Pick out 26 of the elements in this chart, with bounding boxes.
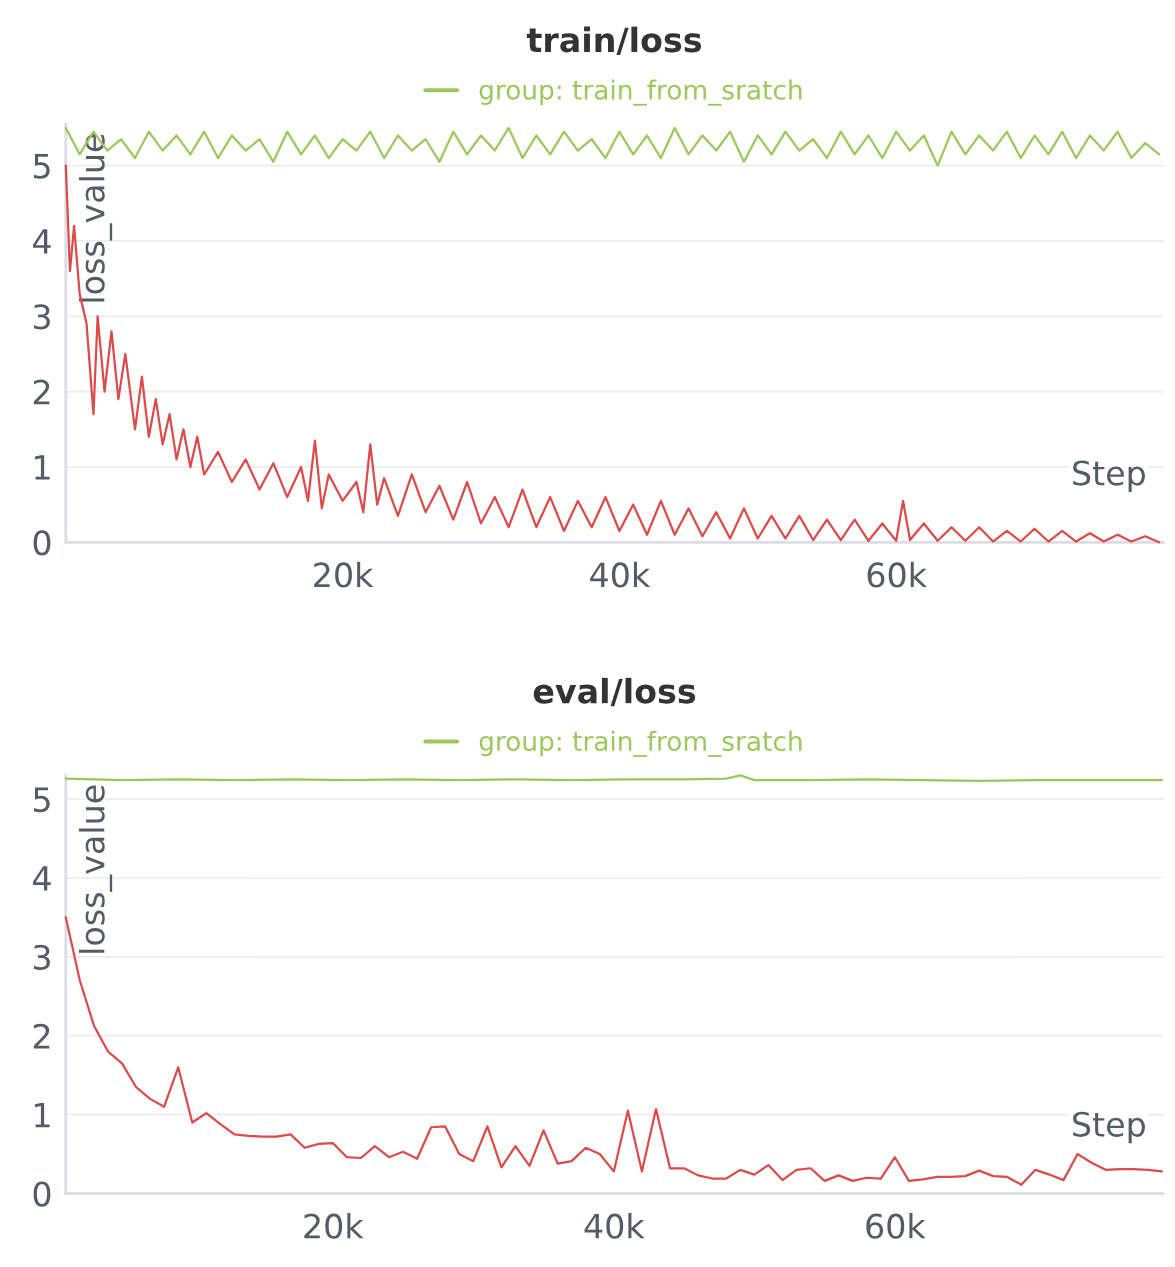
x-tick-label: 60k bbox=[867, 561, 927, 588]
y-tick-label: 3 bbox=[33, 304, 50, 330]
y-axis-title: loss_value bbox=[78, 785, 113, 953]
x-axis-title: Step bbox=[1073, 1111, 1145, 1144]
y-tick-label: 2 bbox=[33, 1023, 50, 1049]
x-tick-label: 40k bbox=[584, 1212, 645, 1239]
legend-label: group: train_from_sratch bbox=[479, 730, 802, 757]
legend-label: group: train_from_sratch bbox=[479, 79, 802, 106]
y-tick-label: 4 bbox=[33, 229, 51, 254]
y-tick-label: 1 bbox=[35, 1102, 50, 1128]
y-tick-label: 5 bbox=[33, 153, 50, 179]
chart-title: train/loss bbox=[526, 26, 702, 56]
chart-title: eval/loss bbox=[533, 677, 696, 707]
x-tick-label: 20k bbox=[304, 1212, 364, 1239]
y-axis-title: loss_value bbox=[78, 134, 113, 302]
x-axis-title: Step bbox=[1073, 460, 1145, 493]
y-tick-label: 4 bbox=[33, 866, 51, 891]
x-tick-label: 40k bbox=[590, 561, 651, 588]
y-tick-label: 3 bbox=[33, 944, 50, 970]
x-tick-label: 60k bbox=[866, 1212, 926, 1239]
y-tick-label: 2 bbox=[33, 379, 50, 405]
x-tick-label: 20k bbox=[314, 561, 374, 588]
y-tick-label: 0 bbox=[33, 1181, 51, 1207]
y-tick-label: 5 bbox=[33, 787, 50, 813]
y-tick-label: 1 bbox=[35, 455, 50, 480]
y-tick-label: 0 bbox=[33, 530, 51, 556]
